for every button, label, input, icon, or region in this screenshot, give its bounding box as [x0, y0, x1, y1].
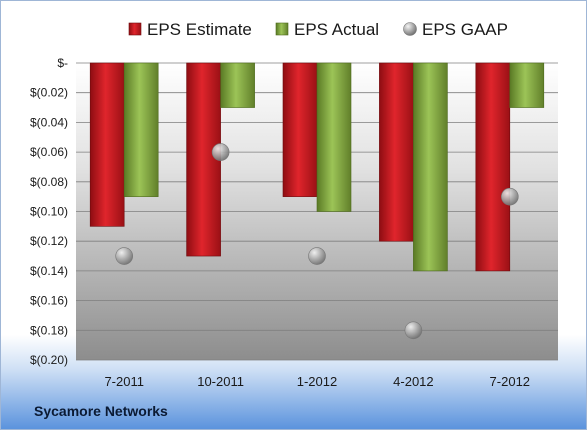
eps-gaap-point — [404, 321, 423, 340]
y-tick-label: $(0.12) — [30, 234, 68, 248]
x-category-label: 4-2012 — [393, 374, 433, 389]
eps-actual-bar — [123, 62, 159, 197]
eps-gaap-point — [500, 187, 519, 206]
eps-gaap-point — [211, 143, 230, 161]
legend: EPS Estimate EPS Actual EPS GAAP — [128, 20, 508, 39]
x-category-label: 7-2012 — [490, 374, 530, 389]
y-tick-label: $(0.20) — [30, 353, 68, 367]
y-tick-label: $(0.08) — [30, 175, 68, 189]
x-category-label: 1-2012 — [297, 374, 337, 389]
eps-estimate-bar — [475, 62, 511, 272]
y-tick-label: $(0.04) — [30, 115, 68, 129]
eps-actual-bar — [509, 62, 545, 108]
eps-estimate-bar — [379, 62, 414, 242]
x-axis-categories: 7-2011 10-2011 1-2012 4-2012 7-2012 — [104, 374, 530, 389]
y-tick-label: $(0.10) — [30, 205, 68, 219]
y-tick-label: $(0.06) — [30, 145, 68, 159]
y-tick-label: $(0.02) — [30, 86, 68, 100]
eps-estimate-bar — [186, 62, 221, 257]
eps-actual-bar — [413, 62, 448, 272]
y-axis-ticks: $- $(0.02) $(0.04) $(0.06) $(0.08) $(0.10) $(0… — [30, 56, 68, 367]
y-tick-label: $- — [57, 56, 68, 70]
eps-estimate-bar — [282, 62, 318, 197]
legend-label: EPS Estimate — [147, 20, 252, 39]
legend-actual-swatch — [275, 22, 289, 36]
company-name: Sycamore Networks — [34, 403, 168, 419]
eps-actual-bar — [220, 62, 255, 108]
y-tick-label: $(0.18) — [30, 323, 68, 337]
x-category-label: 7-2011 — [104, 374, 144, 389]
bars — [89, 62, 545, 272]
legend-label: EPS Actual — [294, 20, 379, 39]
eps-actual-bar — [316, 62, 352, 212]
eps-estimate-bar — [89, 62, 125, 227]
y-tick-label: $(0.14) — [30, 264, 68, 278]
legend-label: EPS GAAP — [422, 20, 508, 39]
x-category-label: 10-2011 — [197, 374, 244, 389]
legend-estimate-swatch — [128, 22, 142, 36]
eps-gaap-point — [115, 247, 133, 265]
legend-gaap-swatch — [403, 22, 417, 36]
gaap-points — [115, 143, 519, 340]
eps-gaap-point — [308, 247, 326, 265]
y-tick-label: $(0.16) — [30, 294, 68, 308]
